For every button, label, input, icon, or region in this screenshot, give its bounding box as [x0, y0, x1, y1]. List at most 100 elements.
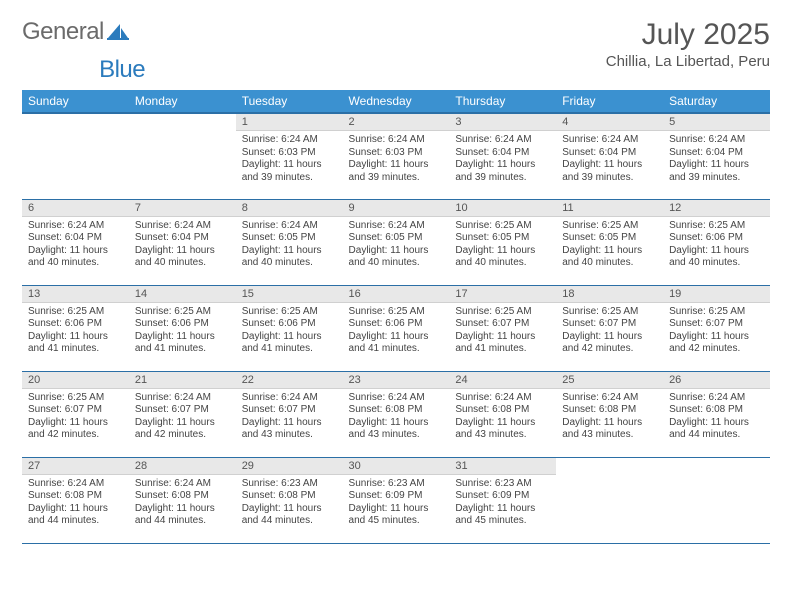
- day-number: 1: [236, 114, 343, 131]
- daylight-text: Daylight: 11 hours and 40 minutes.: [669, 245, 764, 270]
- sunrise-text: Sunrise: 6:25 AM: [242, 306, 337, 319]
- day-number: 16: [343, 286, 450, 303]
- sunrise-text: Sunrise: 6:25 AM: [349, 306, 444, 319]
- sunset-text: Sunset: 6:08 PM: [28, 490, 123, 503]
- calendar-cell: 15Sunrise: 6:25 AMSunset: 6:06 PMDayligh…: [236, 285, 343, 371]
- daylight-text: Daylight: 11 hours and 44 minutes.: [28, 503, 123, 528]
- daylight-text: Daylight: 11 hours and 41 minutes.: [28, 331, 123, 356]
- calendar-cell: 12Sunrise: 6:25 AMSunset: 6:06 PMDayligh…: [663, 199, 770, 285]
- sunrise-text: Sunrise: 6:24 AM: [349, 134, 444, 147]
- daylight-text: Daylight: 11 hours and 42 minutes.: [562, 331, 657, 356]
- calendar-cell: 22Sunrise: 6:24 AMSunset: 6:07 PMDayligh…: [236, 371, 343, 457]
- calendar-cell: 1Sunrise: 6:24 AMSunset: 6:03 PMDaylight…: [236, 113, 343, 199]
- calendar-cell: 24Sunrise: 6:24 AMSunset: 6:08 PMDayligh…: [449, 371, 556, 457]
- calendar-cell: 3Sunrise: 6:24 AMSunset: 6:04 PMDaylight…: [449, 113, 556, 199]
- weekday-header: Tuesday: [236, 90, 343, 113]
- day-number: 29: [236, 458, 343, 475]
- sunset-text: Sunset: 6:09 PM: [349, 490, 444, 503]
- daylight-text: Daylight: 11 hours and 40 minutes.: [135, 245, 230, 270]
- calendar-cell: 8Sunrise: 6:24 AMSunset: 6:05 PMDaylight…: [236, 199, 343, 285]
- day-body: Sunrise: 6:24 AMSunset: 6:08 PMDaylight:…: [22, 475, 129, 532]
- day-number: 21: [129, 372, 236, 389]
- sunset-text: Sunset: 6:04 PM: [455, 147, 550, 160]
- daylight-text: Daylight: 11 hours and 39 minutes.: [562, 159, 657, 184]
- sunset-text: Sunset: 6:06 PM: [28, 318, 123, 331]
- calendar-cell: 2Sunrise: 6:24 AMSunset: 6:03 PMDaylight…: [343, 113, 450, 199]
- daylight-text: Daylight: 11 hours and 44 minutes.: [242, 503, 337, 528]
- calendar-cell: 26 Sunrise: 6:24 AMSunset: 6:08 PMDayligh…: [663, 371, 770, 457]
- day-number: 24: [449, 372, 556, 389]
- sunset-text: Sunset: 6:03 PM: [349, 147, 444, 160]
- sunrise-text: Sunrise: 6:24 AM: [135, 392, 230, 405]
- sunrise-text: Sunrise: 6:25 AM: [562, 220, 657, 233]
- day-body: Sunrise: 6:24 AMSunset: 6:08 PMDaylight:…: [556, 389, 663, 446]
- brand-logo: General: [22, 18, 129, 46]
- sunset-text: Sunset: 6:07 PM: [242, 404, 337, 417]
- daylight-text: Daylight: 11 hours and 40 minutes.: [455, 245, 550, 270]
- sunset-text: Sunset: 6:04 PM: [562, 147, 657, 160]
- calendar-cell: [663, 457, 770, 543]
- sunset-text: Sunset: 6:07 PM: [562, 318, 657, 331]
- day-body: Sunrise: 6:25 AMSunset: 6:07 PMDaylight:…: [22, 389, 129, 446]
- day-body: Sunrise: 6:25 AMSunset: 6:06 PMDaylight:…: [236, 303, 343, 360]
- sunrise-text: Sunrise: 6:24 AM: [28, 478, 123, 491]
- daylight-text: Daylight: 11 hours and 44 minutes.: [135, 503, 230, 528]
- day-body: Sunrise: 6:25 AMSunset: 6:06 PMDaylight:…: [22, 303, 129, 360]
- sunset-text: Sunset: 6:06 PM: [349, 318, 444, 331]
- daylight-text: Daylight: 11 hours and 44 minutes.: [669, 417, 764, 442]
- calendar-cell: 7Sunrise: 6:24 AMSunset: 6:04 PMDaylight…: [129, 199, 236, 285]
- calendar-cell: 21Sunrise: 6:24 AMSunset: 6:07 PMDayligh…: [129, 371, 236, 457]
- calendar-cell: [129, 113, 236, 199]
- day-number: 3: [449, 114, 556, 131]
- day-number: 26: [663, 372, 770, 389]
- day-number: 22: [236, 372, 343, 389]
- sunrise-text: Sunrise: 6:24 AM: [349, 220, 444, 233]
- sunset-text: Sunset: 6:08 PM: [135, 490, 230, 503]
- brand-part1: General: [22, 18, 104, 46]
- sunset-text: Sunset: 6:03 PM: [242, 147, 337, 160]
- day-number: 27: [22, 458, 129, 475]
- day-number: 25: [556, 372, 663, 389]
- day-number: 9: [343, 200, 450, 217]
- day-body: Sunrise: 6:24 AMSunset: 6:08 PMDaylight:…: [343, 389, 450, 446]
- day-number: 20: [22, 372, 129, 389]
- day-number: 8: [236, 200, 343, 217]
- day-number: 7: [129, 200, 236, 217]
- sunset-text: Sunset: 6:05 PM: [455, 232, 550, 245]
- daylight-text: Daylight: 11 hours and 41 minutes.: [455, 331, 550, 356]
- calendar-cell: [556, 457, 663, 543]
- calendar-cell: 17Sunrise: 6:25 AMSunset: 6:07 PMDayligh…: [449, 285, 556, 371]
- sunset-text: Sunset: 6:07 PM: [135, 404, 230, 417]
- sunrise-text: Sunrise: 6:25 AM: [28, 306, 123, 319]
- sunset-text: Sunset: 6:06 PM: [242, 318, 337, 331]
- calendar-cell: 10Sunrise: 6:25 AMSunset: 6:05 PMDayligh…: [449, 199, 556, 285]
- sunrise-text: Sunrise: 6:24 AM: [669, 392, 764, 405]
- day-body: Sunrise: 6:24 AMSunset: 6:05 PMDaylight:…: [236, 217, 343, 274]
- day-body: Sunrise: 6:24 AMSunset: 6:07 PMDaylight:…: [129, 389, 236, 446]
- day-number: 18: [556, 286, 663, 303]
- day-number: 11: [556, 200, 663, 217]
- day-body: Sunrise: 6:25 AMSunset: 6:06 PMDaylight:…: [663, 217, 770, 274]
- day-number: 14: [129, 286, 236, 303]
- day-number: 31: [449, 458, 556, 475]
- sunrise-text: Sunrise: 6:23 AM: [242, 478, 337, 491]
- sunset-text: Sunset: 6:04 PM: [135, 232, 230, 245]
- day-number: 12: [663, 200, 770, 217]
- sunset-text: Sunset: 6:08 PM: [669, 404, 764, 417]
- calendar-cell: 25Sunrise: 6:24 AMSunset: 6:08 PMDayligh…: [556, 371, 663, 457]
- sunrise-text: Sunrise: 6:24 AM: [562, 392, 657, 405]
- calendar-cell: 6Sunrise: 6:24 AMSunset: 6:04 PMDaylight…: [22, 199, 129, 285]
- sunset-text: Sunset: 6:05 PM: [349, 232, 444, 245]
- day-body: Sunrise: 6:23 AMSunset: 6:09 PMDaylight:…: [343, 475, 450, 532]
- weekday-header: Friday: [556, 90, 663, 113]
- sunset-text: Sunset: 6:08 PM: [242, 490, 337, 503]
- sunset-text: Sunset: 6:07 PM: [669, 318, 764, 331]
- daylight-text: Daylight: 11 hours and 41 minutes.: [135, 331, 230, 356]
- daylight-text: Daylight: 11 hours and 43 minutes.: [455, 417, 550, 442]
- day-body: Sunrise: 6:23 AMSunset: 6:08 PMDaylight:…: [236, 475, 343, 532]
- sunset-text: Sunset: 6:07 PM: [28, 404, 123, 417]
- sunrise-text: Sunrise: 6:24 AM: [242, 392, 337, 405]
- daylight-text: Daylight: 11 hours and 40 minutes.: [28, 245, 123, 270]
- day-number: 4: [556, 114, 663, 131]
- calendar-cell: 13Sunrise: 6:25 AMSunset: 6:06 PMDayligh…: [22, 285, 129, 371]
